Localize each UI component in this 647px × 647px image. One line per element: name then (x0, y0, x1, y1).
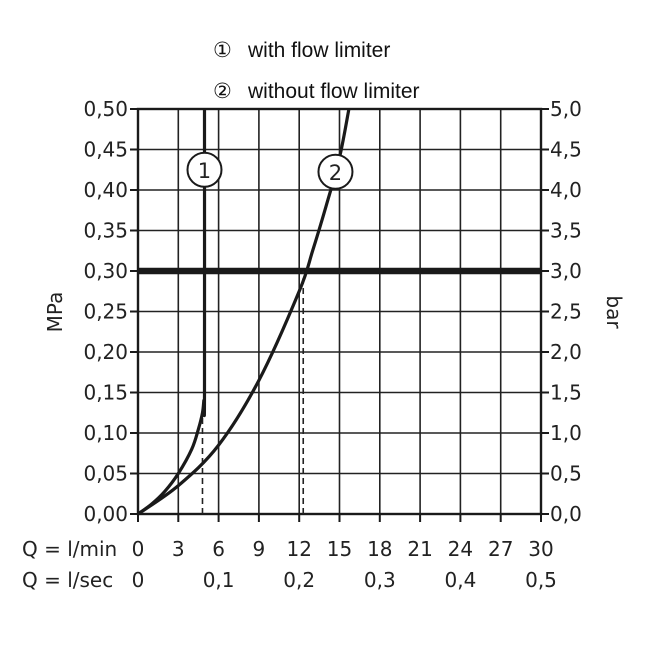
ticks (130, 108, 549, 522)
y-axis-label-right: bar (602, 295, 626, 329)
y-tick-label-right: 4,5 (550, 138, 582, 162)
x-tick-label-lmin: 0 (132, 537, 145, 561)
y-tick-label-left: 0,05 (83, 462, 128, 486)
y-tick-label-right: 1,0 (550, 421, 582, 445)
y-tick-label-right: 4,0 (550, 178, 582, 202)
legend-marker-2: ② (213, 80, 232, 103)
x-tick-label-lmin: 12 (286, 537, 311, 561)
x-tick-label-lsec: 0,5 (525, 568, 557, 592)
y-axis-label-left: MPa (43, 292, 67, 333)
legend-marker-1: ① (213, 39, 232, 62)
x-tick-label-lsec: 0,4 (444, 568, 476, 592)
legend-label-with-flow-limiter: with flow limiter (247, 39, 390, 62)
x-tick-label-lmin: 27 (488, 537, 513, 561)
x-tick-label-lmin: 15 (327, 537, 352, 561)
y-tick-label-right: 3,5 (550, 219, 582, 243)
y-tick-label-right: 2,5 (550, 300, 582, 324)
axis-titles: MPa bar Q = l/min Q = l/sec (22, 292, 626, 592)
y-tick-label-right: 1,5 (550, 381, 582, 405)
x-tick-label-lsec: 0,2 (283, 568, 315, 592)
x-tick-label-lmin: 9 (253, 537, 266, 561)
x-tick-label-lsec: 0,3 (364, 568, 396, 592)
series-2-marker-circle (317, 153, 354, 190)
x-tick-labels: 0 3 6 9 12 15 18 21 24 27 30 0 0,1 0,2 0,3 0,4 0,5 (132, 537, 557, 592)
y-tick-label-left: 0,15 (83, 381, 128, 405)
y-tick-label-left: 0,20 (83, 340, 128, 364)
y-tick-label-left: 0,40 (83, 178, 128, 202)
x-tick-label-lmin: 6 (212, 537, 225, 561)
x-tick-label-lsec: 0,1 (203, 568, 235, 592)
y-tick-label-right: 0,5 (550, 462, 582, 486)
x-tick-label-lmin: 24 (448, 537, 473, 561)
y-tick-label-left: 0,25 (83, 300, 128, 324)
y-tick-labels-left: 0,00 0,05 0,10 0,15 0,20 0,25 0,30 0,35 0,40 0,45… (83, 97, 128, 526)
series-1-marker-circle (186, 151, 223, 188)
y-tick-label-right: 3,0 (550, 259, 582, 283)
x-axis-label-lmin: Q = l/min (22, 537, 117, 561)
series-2-marker-label: 2 (329, 161, 342, 185)
x-tick-label-lmin: 30 (528, 537, 553, 561)
x-tick-label-lmin: 21 (407, 537, 432, 561)
y-tick-label-left: 0,10 (83, 421, 128, 445)
y-tick-label-left: 0,35 (83, 219, 128, 243)
series-1-marker-label: 1 (198, 159, 211, 183)
legend-label-without-flow-limiter: without flow limiter (247, 80, 420, 103)
y-tick-label-left: 0,50 (83, 97, 128, 121)
x-tick-label-lmin: 18 (367, 537, 392, 561)
x-tick-label-lmin: 3 (172, 537, 185, 561)
y-tick-labels-right: 0,0 0,5 1,0 1,5 2,0 2,5 3,0 3,5 4,0 4,5 5,0 (550, 97, 582, 526)
x-tick-label-lsec: 0 (132, 568, 145, 592)
y-tick-label-left: 0,30 (83, 259, 128, 283)
y-tick-label-left: 0,45 (83, 138, 128, 162)
legend: ① with flow limiter ② without flow limit… (213, 39, 420, 103)
y-tick-label-left: 0,00 (83, 502, 128, 526)
y-tick-label-right: 5,0 (550, 97, 582, 121)
x-axis-label-lsec: Q = l/sec (22, 568, 113, 592)
y-tick-label-right: 2,0 (550, 340, 582, 364)
series-1-line (137, 108, 207, 516)
y-tick-label-right: 0,0 (550, 502, 582, 526)
